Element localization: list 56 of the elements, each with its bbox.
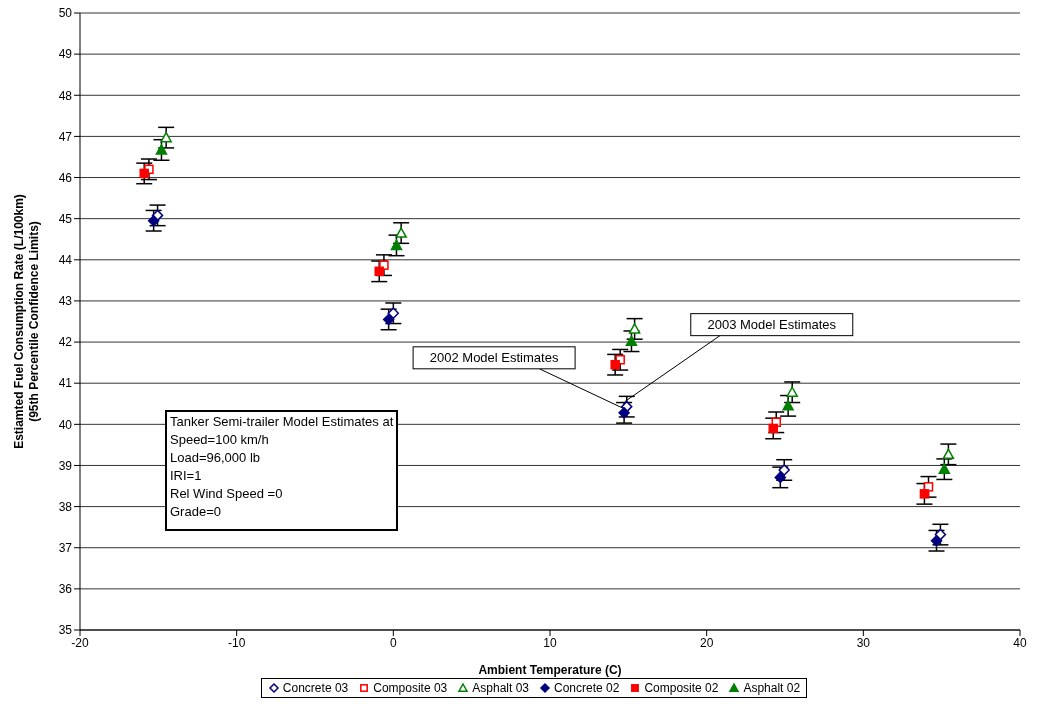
annotation: Tanker Semi-trailer Model Estimates at Speed=100 km/h Load=96,000 lb IRI=1 Rel Wind Speed =0 Grade=0	[165, 410, 399, 531]
y-tick-label: 50	[58, 6, 73, 21]
point	[778, 464, 790, 476]
y-tick-label: 49	[58, 47, 73, 62]
x-tick-label: 10	[543, 635, 557, 650]
point	[160, 131, 172, 143]
point	[610, 359, 620, 370]
legend-label: Concrete 02	[554, 681, 620, 695]
x-tick-label: 20	[699, 635, 714, 650]
point	[139, 168, 149, 179]
point	[938, 463, 951, 474]
point	[387, 307, 400, 320]
point	[382, 313, 395, 326]
point	[625, 335, 638, 346]
y-tick-label: 39	[58, 458, 73, 473]
y-tick-label: 35	[58, 623, 73, 638]
y-tick-label: 37	[58, 540, 73, 555]
y-tick-label: 45	[58, 211, 73, 226]
legend-label: Composite 02	[644, 681, 719, 695]
point	[782, 400, 794, 411]
legend-label: Composite 03	[373, 681, 448, 695]
y-axis-title: Estiamted Fuel Consumption Rate (L/100km) (95th Percentile Confidence Limits)	[12, 194, 41, 449]
x-tick-label: -20	[71, 635, 89, 650]
y-tick-label: 48	[58, 88, 73, 103]
x-tick-label: 40	[1013, 635, 1027, 650]
y-tick-label: 46	[58, 170, 73, 185]
x-tick-label: 0	[389, 635, 397, 650]
point	[774, 471, 787, 484]
point	[155, 144, 168, 155]
x-tick-label: 30	[856, 635, 871, 650]
y-tick-label: 41	[58, 376, 73, 391]
y-tick-label: 38	[58, 499, 73, 514]
point	[395, 227, 407, 238]
y-tick-label: 44	[58, 253, 73, 268]
legend-label: Asphalt 02	[743, 681, 801, 695]
point	[919, 489, 930, 499]
point	[768, 423, 778, 434]
y-tick-label: 36	[58, 582, 73, 597]
annotation: 2002 Model Estimates	[429, 349, 559, 365]
legend-label: Asphalt 03	[472, 681, 529, 695]
legend-label: Concrete 03	[282, 681, 349, 695]
point	[786, 386, 798, 397]
point	[374, 266, 384, 277]
y-tick-label: 43	[58, 294, 73, 309]
x-tick-label: -10	[227, 635, 246, 650]
y-tick-label: 47	[58, 129, 73, 144]
y-tick-label: 42	[58, 335, 73, 350]
point	[930, 534, 943, 547]
annotation: 2003 Model Estimates	[707, 316, 837, 332]
x-axis-title: Ambient Temperature (C)	[478, 663, 622, 677]
point	[942, 448, 955, 460]
y-tick-label: 40	[58, 417, 73, 432]
point	[390, 239, 403, 251]
point	[628, 323, 641, 334]
point	[618, 407, 630, 419]
point	[147, 214, 160, 227]
